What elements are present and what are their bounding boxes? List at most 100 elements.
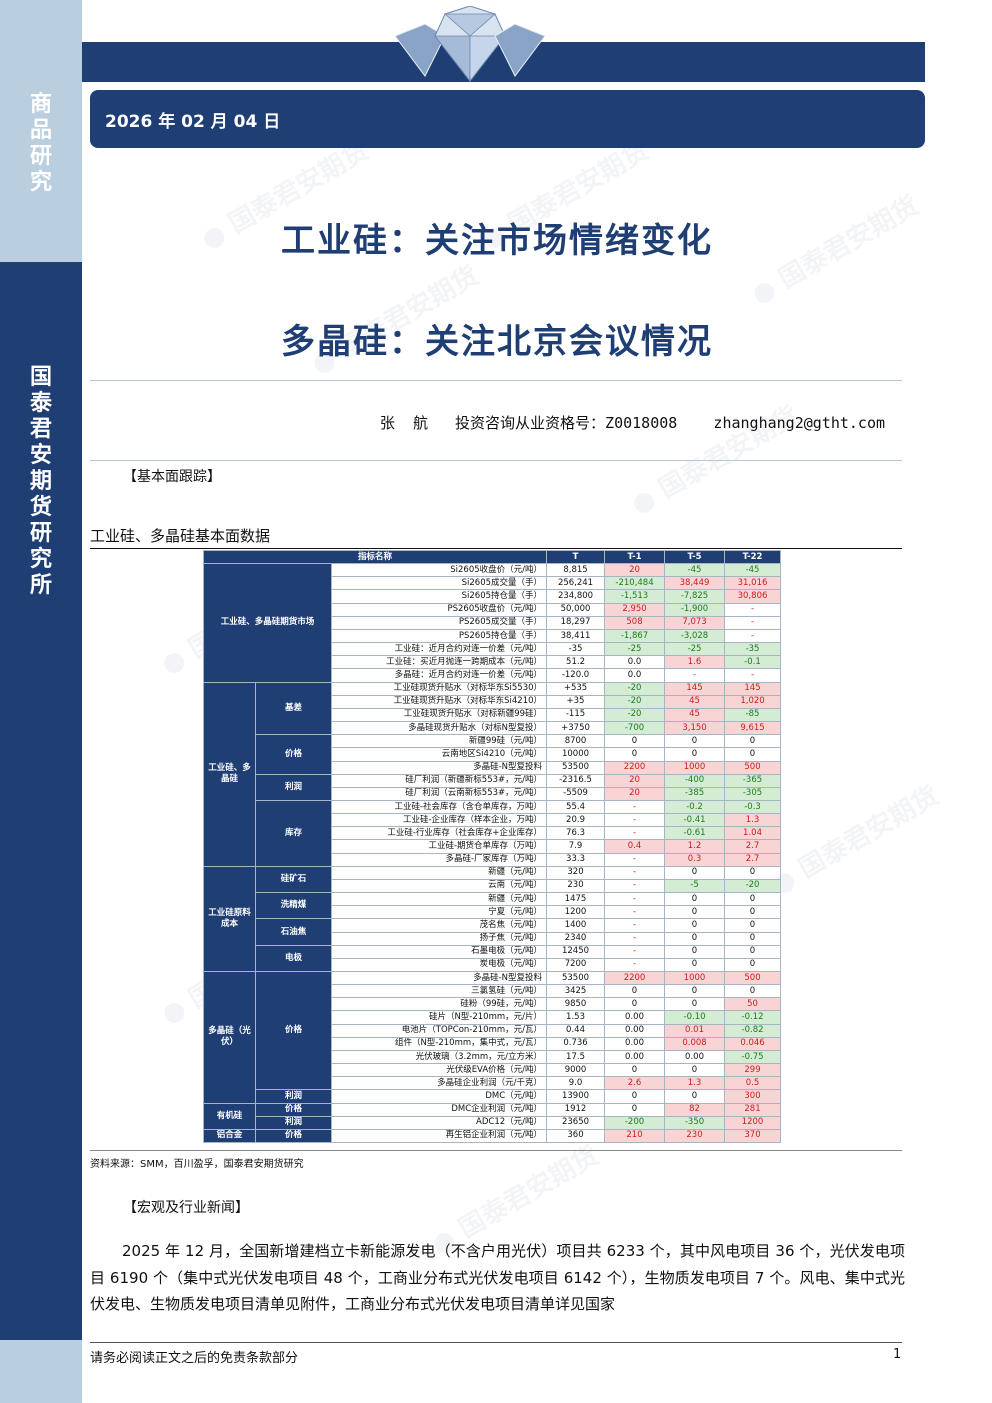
indicator-cell: 工业硅：近月合约对连一价差（元/吨） — [330, 642, 548, 657]
col-header-t: T — [546, 549, 606, 565]
value-t1-cell: 0.0 — [604, 655, 666, 670]
value-t1-cell: 0.00 — [604, 1036, 666, 1051]
row-subgroup-label: 电极 — [255, 944, 332, 973]
value-t5-cell: 0 — [664, 984, 726, 999]
value-t5-cell: 0.3 — [664, 852, 726, 867]
indicator-cell: 多晶硅：近月合约对连一价差（元/吨） — [330, 668, 548, 683]
value-t-cell: 33.3 — [546, 852, 606, 867]
table-row: 有机硅 价格 DMC企业利润（元/吨） 1912 0 82 281 — [203, 1102, 782, 1130]
sidebar-org-label: 国泰君安期货研究所 — [29, 364, 52, 598]
value-t5-cell: 0.01 — [664, 1023, 726, 1038]
row-subgroup-label: 价格 — [255, 1102, 332, 1117]
table-row: Si2605持仓量（手） 234,800 -1,513 -7,825 30,806 — [204, 589, 782, 604]
row-group-label: 铝合金 — [203, 1128, 256, 1144]
value-t22-cell: 0.5 — [724, 1076, 782, 1091]
value-t5-cell: 0 — [664, 1063, 726, 1078]
value-t-cell: 9000 — [546, 1063, 606, 1078]
indicator-cell: 光伏级EVA价格（元/吨） — [330, 1063, 548, 1078]
value-t-cell: 7200 — [546, 957, 606, 973]
value-t5-cell: 82 — [664, 1102, 726, 1117]
value-t5-cell: 38,449 — [664, 576, 726, 591]
table-row: 工业硅原料成本 硅矿石 新疆（元/吨） 320-0 0 — [203, 865, 782, 973]
value-t22-cell: 0.046 — [724, 1036, 782, 1051]
indicator-cell: 工业硅-企业库存（样本企业，万吨） — [330, 813, 548, 828]
table-row: 库存 工业硅-社会库存（含仓单库存，万吨） 55.4- -0.2 -0.3 — [204, 799, 782, 867]
page-title-polysilicon: 多晶硅：关注北京会议情况 — [281, 322, 713, 362]
value-t22-cell: -365 — [724, 773, 782, 788]
value-t1-cell: 2200 — [604, 970, 666, 986]
value-t-cell: 2340 — [546, 931, 606, 946]
value-t22-cell: 500 — [724, 970, 782, 986]
sidebar-category-panel — [0, 0, 82, 262]
value-t1-cell: 0 — [604, 1089, 666, 1104]
page-number: 1 — [893, 1347, 902, 1362]
section-heading-news: 【宏观及行业新闻】 — [123, 1200, 249, 1216]
indicator-cell: 组件（N型-210mm，集中式，元/瓦） — [330, 1036, 548, 1051]
row-subgroup-label: 硅矿石 — [255, 865, 332, 894]
value-t1-cell: - — [604, 892, 666, 907]
table-row: 工业硅：近月合约对连一价差（元/吨） -35 -25 -25 -35 — [204, 642, 782, 657]
indicator-cell: 多晶硅现货升贴水（对标N型复投） — [330, 721, 548, 736]
table-row: 硅片（N型-210mm，元/片） 1.53 0.00 -0.10 -0.12 — [204, 1010, 782, 1025]
value-t1-cell: - — [604, 799, 666, 815]
value-t5-cell: -0.61 — [664, 826, 726, 841]
indicator-cell: 硅厂利润（云南新标553#，元/吨） — [330, 786, 548, 801]
value-t22-cell: 500 — [724, 760, 782, 775]
sidebar-foot-panel — [0, 1340, 82, 1403]
value-t-cell: -35 — [546, 642, 606, 657]
row-subgroup-label: 价格 — [255, 1128, 332, 1144]
value-t1-cell: 508 — [604, 615, 666, 630]
value-t5-cell: 45 — [664, 694, 726, 709]
fundamentals-table: 指标名称 T T-1 T-5 T-22 工业硅、多晶硅期货市场 Si2605收盘价… — [202, 549, 782, 1144]
value-t-cell: 0.44 — [546, 1023, 606, 1038]
col-header-indicator: 指标名称 — [202, 549, 548, 565]
value-t1-cell: 0.00 — [604, 1023, 666, 1038]
value-t22-cell: 145 — [724, 681, 782, 696]
indicator-cell: 硅片（N型-210mm，元/片） — [330, 1010, 548, 1025]
indicator-cell: 新疆（元/吨） — [330, 865, 548, 880]
value-t22-cell: 0 — [724, 944, 782, 959]
indicator-cell: DMC（元/吨） — [330, 1089, 548, 1104]
value-t5-cell: 0 — [664, 997, 726, 1012]
value-t5-cell: -0.41 — [664, 813, 726, 828]
value-t1-cell: 2200 — [604, 760, 666, 775]
value-t22-cell: - — [724, 615, 782, 630]
value-t1-cell: - — [604, 957, 666, 973]
table-row: 多晶硅-厂家库存（万吨） 33.3-0.3 2.7 — [204, 852, 782, 867]
indicator-cell: 新疆99硅（元/吨） — [330, 734, 548, 749]
value-t5-cell: 0 — [664, 944, 726, 959]
col-header-t5: T-5 — [664, 549, 726, 565]
value-t22-cell: - — [724, 668, 782, 683]
footer-rule — [90, 1342, 902, 1343]
value-t5-cell: 145 — [664, 681, 726, 696]
row-subgroup-label: 石油焦 — [255, 918, 332, 946]
value-t22-cell: 2.7 — [724, 852, 782, 867]
value-t5-cell: 1.3 — [664, 1076, 726, 1091]
value-t-cell: 0.736 — [546, 1036, 606, 1051]
value-t22-cell: 50 — [724, 997, 782, 1012]
table-row: 利润 硅厂利润（新疆新标553#，元/吨） -2316.5 20 -400 -365 — [204, 773, 782, 801]
table-row: 工业硅现货升贴水（对标新疆99硅） -115 -20 45 -85 — [204, 707, 782, 723]
value-t22-cell: 1,020 — [724, 694, 782, 709]
value-t5-cell: -0.10 — [664, 1010, 726, 1025]
value-t1-cell: 2.6 — [604, 1076, 666, 1091]
value-t1-cell: -20 — [604, 681, 666, 696]
date-banner: 2026 年 02 月 04 日 — [90, 90, 925, 148]
table-row: PS2605持仓量（手） 38,411 -1,867 -3,028- — [204, 628, 782, 644]
value-t22-cell: 0 — [724, 984, 782, 999]
value-t5-cell: -5 — [664, 878, 726, 894]
value-t-cell: -120.0 — [546, 668, 606, 683]
value-t1-cell: -1,867 — [604, 628, 666, 644]
row-subgroup-label: 价格 — [255, 970, 332, 1091]
row-subgroup-label: 洗精煤 — [255, 892, 332, 920]
value-t-cell: 1400 — [546, 918, 606, 933]
indicator-cell: 炭电极（元/吨） — [330, 957, 548, 973]
sidebar-org-panel — [0, 262, 82, 1403]
row-subgroup-label: 利润 — [255, 1089, 332, 1104]
table-row: 铝合金 价格 再生铝企业利润（元/吨） 360 210 230 370 — [203, 1128, 782, 1144]
value-t22-cell: 281 — [724, 1102, 782, 1117]
value-t5-cell: -350 — [664, 1115, 726, 1130]
table-row: 利润 ADC12（元/吨） 23650 -200 -350 1200 — [204, 1115, 782, 1130]
indicator-cell: Si2605收盘价（元/吨） — [330, 563, 548, 578]
value-t5-cell: - — [664, 668, 726, 683]
